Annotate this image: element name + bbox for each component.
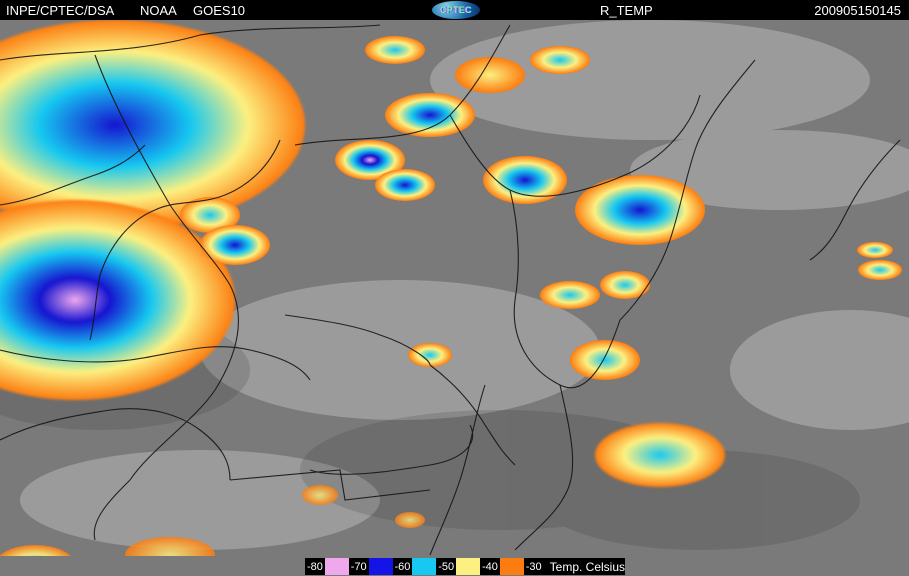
- legend-swatch-cyan: [412, 558, 436, 575]
- source-label-noaa: NOAA: [140, 3, 177, 18]
- legend-swatch-blue: [369, 558, 393, 575]
- source-label-goes: GOES10: [193, 3, 245, 18]
- legend-value--50: -50: [436, 561, 456, 573]
- legend-swatch-yellow: [456, 558, 480, 575]
- legend-value--70: -70: [349, 561, 369, 573]
- timestamp-label: 200905150145: [814, 3, 901, 18]
- temperature-legend: -80 -70 -60 -50 -40 -30 Temp. Celsius: [305, 558, 625, 575]
- legend-title: Temp. Celsius: [544, 560, 625, 574]
- legend-swatch-pink: [325, 558, 349, 575]
- satellite-image[interactable]: [0, 20, 909, 556]
- satellite-weather-map: INPE/CPTEC/DSA NOAA GOES10 R_TEMP 200905…: [0, 0, 909, 576]
- cptec-logo: CPTEC: [432, 1, 480, 19]
- legend-swatch-orange: [500, 558, 524, 575]
- source-label-inpe: INPE/CPTEC/DSA: [6, 3, 114, 18]
- legend-value--60: -60: [393, 561, 413, 573]
- header-bar: INPE/CPTEC/DSA NOAA GOES10 R_TEMP 200905…: [0, 0, 909, 20]
- legend-value--80: -80: [305, 561, 325, 573]
- product-label: R_TEMP: [600, 3, 653, 18]
- legend-value--30: -30: [524, 561, 544, 573]
- legend-value--40: -40: [480, 561, 500, 573]
